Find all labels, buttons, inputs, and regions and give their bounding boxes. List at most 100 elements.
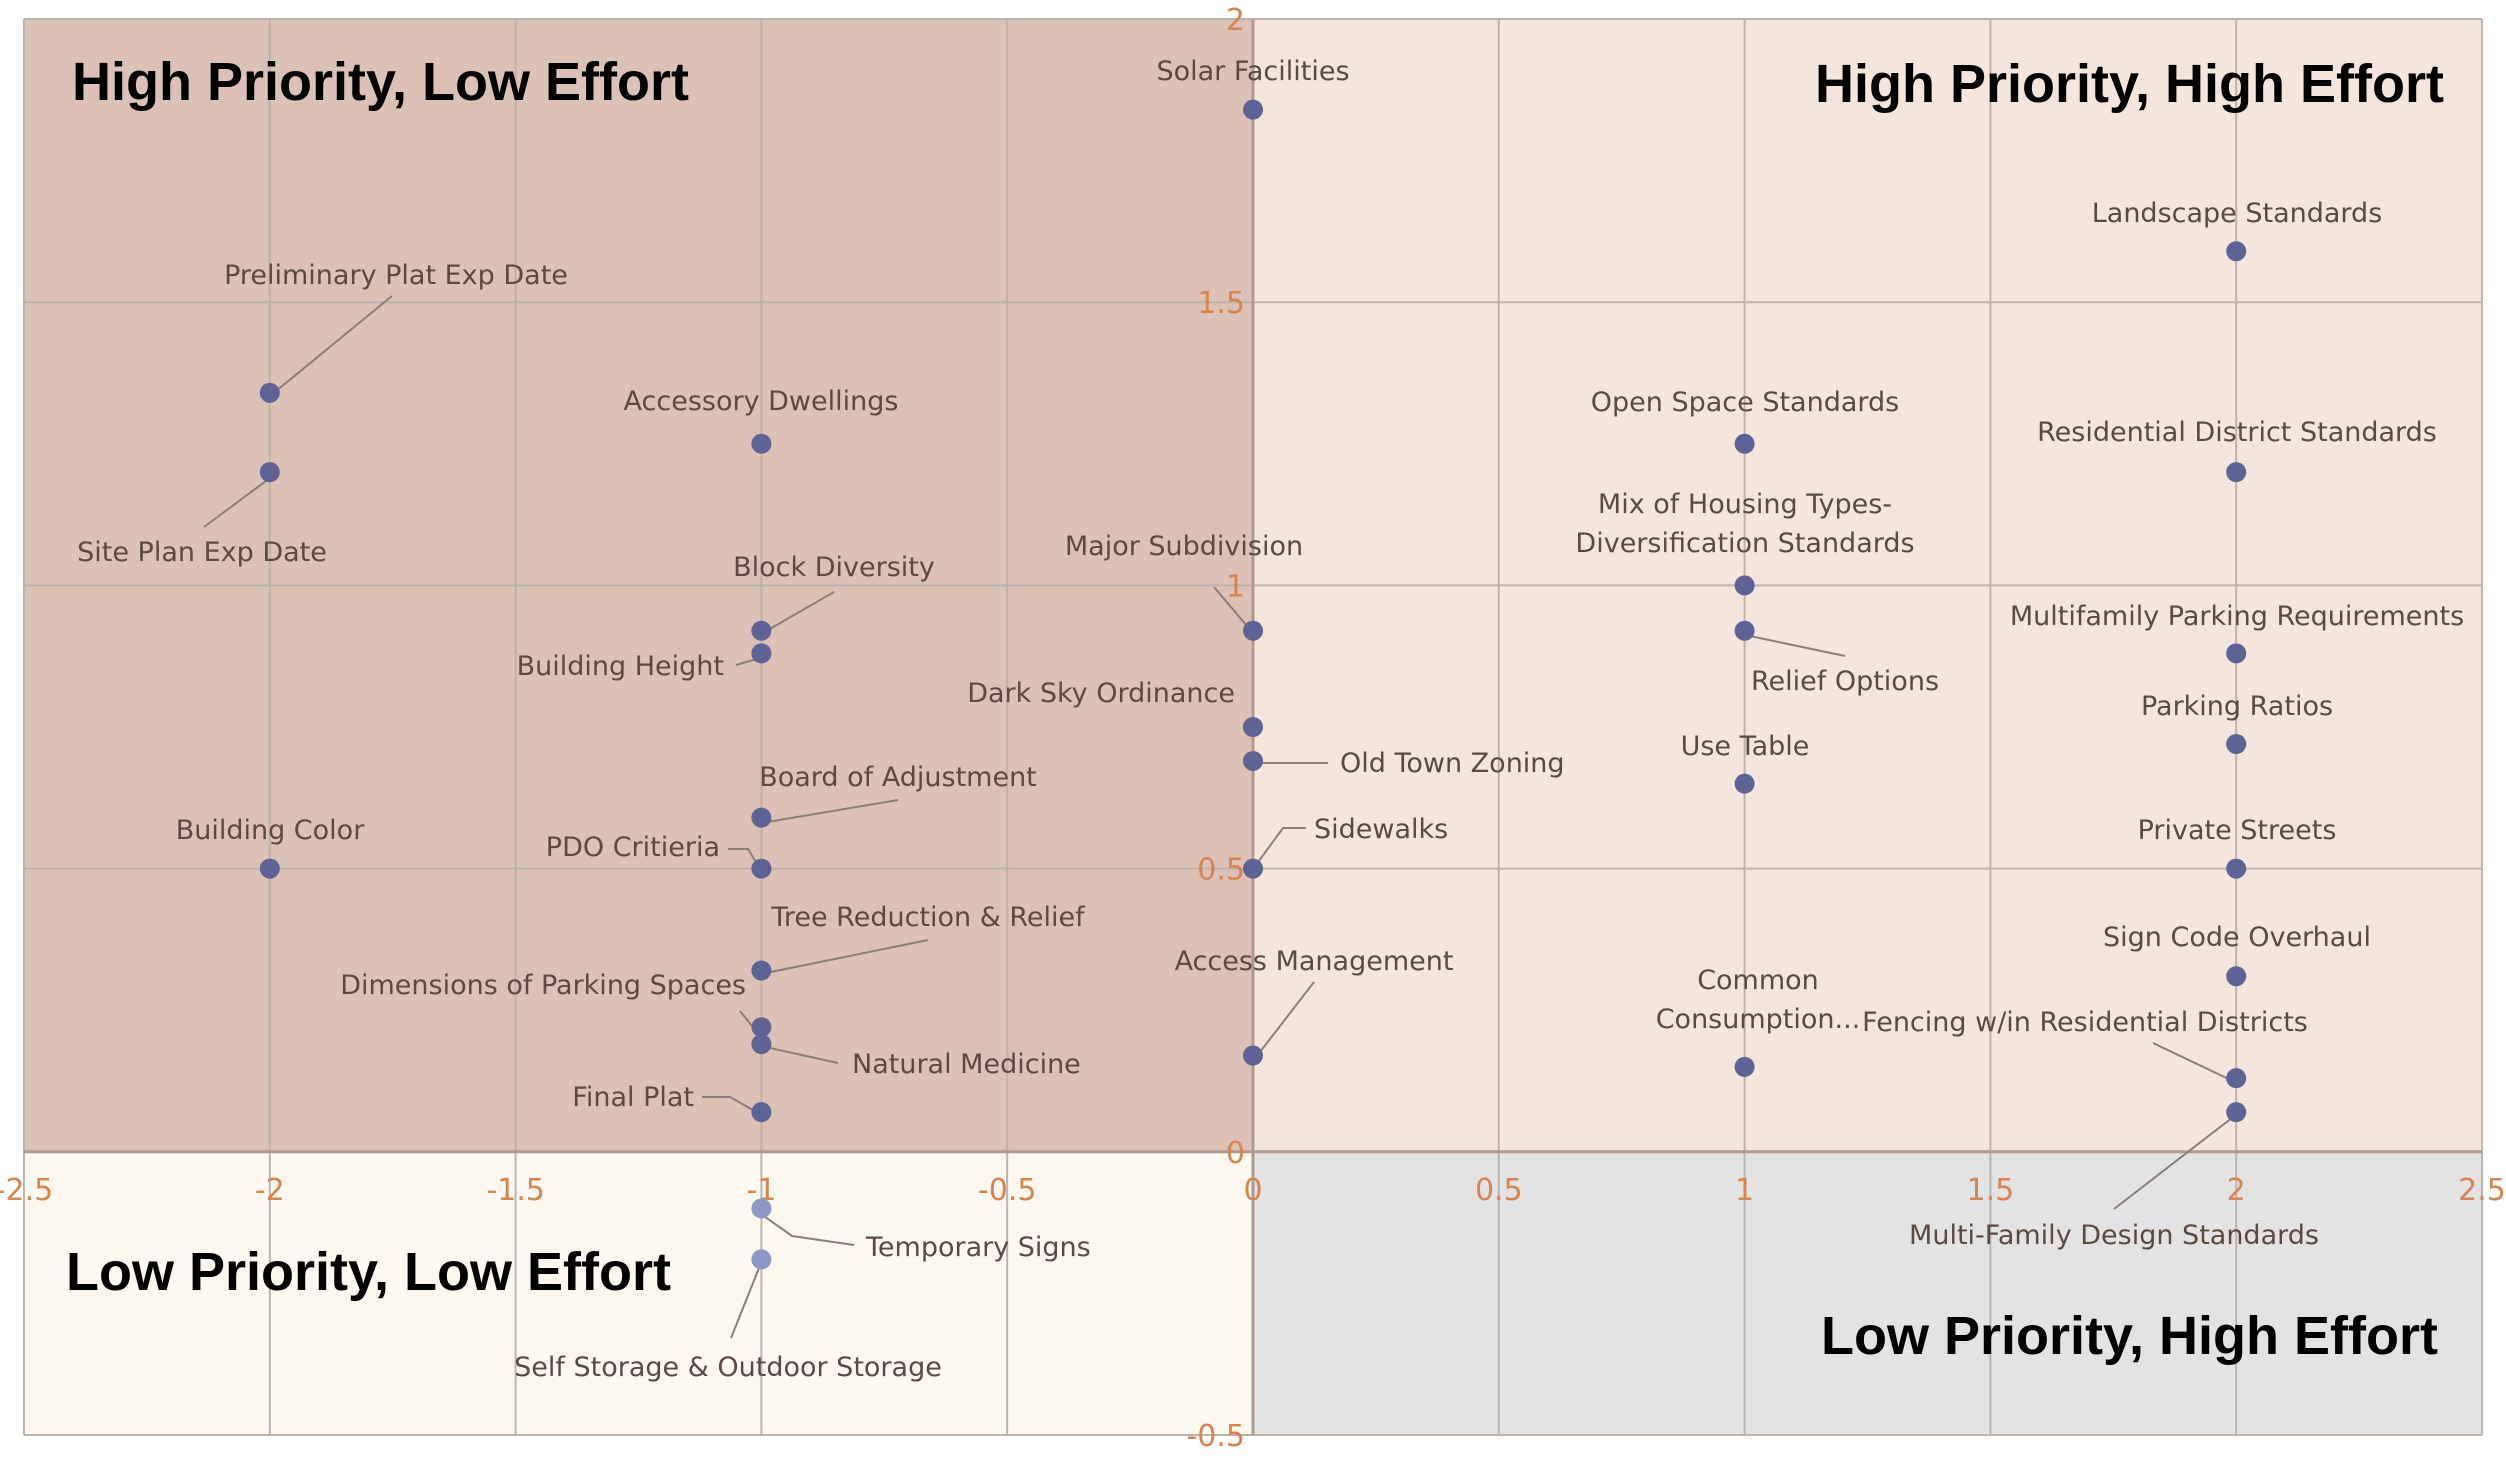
data-point-preliminary-plat-exp-date xyxy=(259,382,280,403)
x-tick-label: -2.5 xyxy=(0,1173,53,1208)
point-label-solar-facilities: Solar Facilities xyxy=(1156,56,1349,87)
leader-line xyxy=(269,295,393,397)
leader-line xyxy=(760,1045,839,1064)
point-label-access-management: Access Management xyxy=(1175,946,1454,977)
data-point-board-of-adjustment xyxy=(751,807,772,828)
point-label-common-consumption: Common Consumption... xyxy=(1656,965,1861,1035)
data-point-block-diversity xyxy=(751,620,772,641)
data-point-tree-reduction-relief xyxy=(751,960,772,981)
data-point-dimensions-of-parking-spaces xyxy=(751,1017,772,1038)
quadrant-title-low-priority-low-effort: Low Priority, Low Effort xyxy=(66,1242,671,1302)
point-label-final-plat: Final Plat xyxy=(572,1082,694,1113)
data-point-building-height xyxy=(751,643,772,664)
x-tick-label: 2.5 xyxy=(2458,1173,2506,1208)
point-label-block-diversity: Block Diversity xyxy=(733,552,935,583)
quadrant-title-high-priority-high-effort: High Priority, High Effort xyxy=(1815,54,2444,114)
data-point-multifamily-parking-requirements xyxy=(2226,643,2247,664)
leader-line xyxy=(760,1213,855,1246)
quadrant-low-priority-low-effort xyxy=(24,1151,1253,1435)
quadrant-titles: High Priority, Low Effort High Priority, … xyxy=(66,52,2444,1366)
data-point-sign-code-overhaul xyxy=(2226,966,2247,987)
data-point-site-plan-exp-date xyxy=(259,462,280,483)
data-points xyxy=(259,99,2247,1270)
data-point-major-subdivision xyxy=(1243,620,1263,641)
quadrant-title-high-priority-low-effort: High Priority, Low Effort xyxy=(72,52,689,112)
x-tick-label: 0 xyxy=(1243,1173,1262,1208)
point-label-self-storage-outdoor-storage: Self Storage & Outdoor Storage xyxy=(514,1352,942,1383)
data-point-final-plat xyxy=(751,1102,772,1123)
y-tick-label: 1.5 xyxy=(1197,286,1245,321)
point-label-preliminary-plat-exp-date: Preliminary Plat Exp Date xyxy=(224,260,568,291)
point-label-use-table: Use Table xyxy=(1681,731,1810,762)
point-label-parking-ratios: Parking Ratios xyxy=(2141,691,2333,722)
point-label-board-of-adjustment: Board of Adjustment xyxy=(759,762,1037,793)
data-point-solar-facilities xyxy=(1243,99,1263,120)
quadrant-title-low-priority-high-effort: Low Priority, High Effort xyxy=(1821,1306,2438,1366)
data-point-old-town-zoning xyxy=(1243,750,1263,771)
data-point-access-management xyxy=(1243,1045,1263,1066)
leader-line xyxy=(1744,634,1846,657)
data-point-natural-medicine xyxy=(751,1034,772,1055)
quadrant-low-priority-high-effort xyxy=(1253,1151,2482,1435)
point-label-multifamily-parking-requirements: Multifamily Parking Requirements xyxy=(2010,601,2464,632)
data-point-residential-district-standards xyxy=(2226,462,2247,483)
data-point-open-space-standards xyxy=(1734,433,1755,454)
leader-line xyxy=(730,1262,762,1339)
label-leader-lines xyxy=(203,295,2238,1339)
point-label-building-color: Building Color xyxy=(176,815,366,846)
data-point-building-color xyxy=(259,858,280,879)
leader-line xyxy=(702,1096,761,1115)
x-tick-label: 1 xyxy=(1735,1173,1754,1208)
y-tick-label: 1 xyxy=(1226,569,1245,604)
data-point-pdo-critieria xyxy=(751,858,772,879)
data-point-private-streets xyxy=(2226,858,2247,879)
data-point-accessory-dwellings xyxy=(751,433,772,454)
point-label-natural-medicine: Natural Medicine xyxy=(852,1049,1081,1080)
data-point-dark-sky-ordinance xyxy=(1243,717,1263,737)
y-tick-label: 2 xyxy=(1226,3,1245,38)
point-label-accessory-dwellings: Accessory Dwellings xyxy=(624,386,899,417)
data-point-landscape-standards xyxy=(2226,241,2247,262)
leader-line xyxy=(203,477,271,528)
axis-tick-labels: -2.5 -2 -1.5 -1 -0.5 0 0.5 1 1.5 2 2.5-0.500.511.5… xyxy=(0,3,2506,1454)
data-point-relief-options xyxy=(1734,620,1755,641)
data-point-temporary-signs xyxy=(751,1198,772,1219)
point-label-relief-options: Relief Options xyxy=(1751,666,1939,697)
point-label-mix-of-housing-types-diversification-standards: Mix of Housing Types-Diversification Sta… xyxy=(1575,489,1914,559)
point-label-sign-code-overhaul: Sign Code Overhaul xyxy=(2103,922,2371,953)
point-label-site-plan-exp-date: Site Plan Exp Date xyxy=(77,537,327,568)
leader-line xyxy=(760,799,899,824)
point-label-multi-family-design-standards: Multi-Family Design Standards xyxy=(1909,1220,2319,1251)
leader-line xyxy=(1252,981,1315,1062)
x-tick-label: 0.5 xyxy=(1475,1173,1523,1208)
y-tick-label: 0.5 xyxy=(1197,853,1245,888)
point-label-residential-district-standards: Residential District Standards xyxy=(2037,417,2437,448)
point-label-temporary-signs: Temporary Signs xyxy=(865,1232,1091,1263)
point-label-landscape-standards: Landscape Standards xyxy=(2092,198,2383,229)
point-labels: Solar Facilities Preliminary Plat Exp Dat… xyxy=(77,56,2464,1383)
x-tick-label: -0.5 xyxy=(978,1173,1037,1208)
data-point-use-table xyxy=(1734,773,1755,794)
point-label-fencing-w-in-residential-districts: Fencing w/in Residential Districts xyxy=(1862,1007,2308,1038)
data-point-self-storage-outdoor-storage xyxy=(751,1249,772,1270)
leader-line xyxy=(1252,827,1306,870)
leader-line xyxy=(760,939,929,975)
leader-line xyxy=(2113,1113,2238,1210)
point-label-major-subdivision: Major Subdivision xyxy=(1065,531,1303,562)
x-tick-label: 1.5 xyxy=(1967,1173,2015,1208)
data-point-mix-of-housing-types-diversification-standards xyxy=(1734,575,1755,596)
point-label-tree-reduction-relief: Tree Reduction & Relief xyxy=(770,902,1086,933)
y-tick-label: -0.5 xyxy=(1186,1419,1245,1454)
leader-line xyxy=(760,591,835,635)
data-point-multi-family-design-standards xyxy=(2226,1102,2247,1123)
point-label-building-height: Building Height xyxy=(517,651,724,682)
point-label-open-space-standards: Open Space Standards xyxy=(1591,387,1899,418)
data-point-common-consumption xyxy=(1734,1056,1755,1077)
point-label-old-town-zoning: Old Town Zoning xyxy=(1340,748,1565,779)
x-tick-label: -1.5 xyxy=(486,1173,545,1208)
data-point-fencing-w-in-residential-districts xyxy=(2226,1068,2247,1089)
point-label-dimensions-of-parking-spaces: Dimensions of Parking Spaces xyxy=(340,970,746,1001)
point-label-private-streets: Private Streets xyxy=(2138,815,2337,846)
point-label-dark-sky-ordinance: Dark Sky Ordinance xyxy=(967,678,1235,709)
